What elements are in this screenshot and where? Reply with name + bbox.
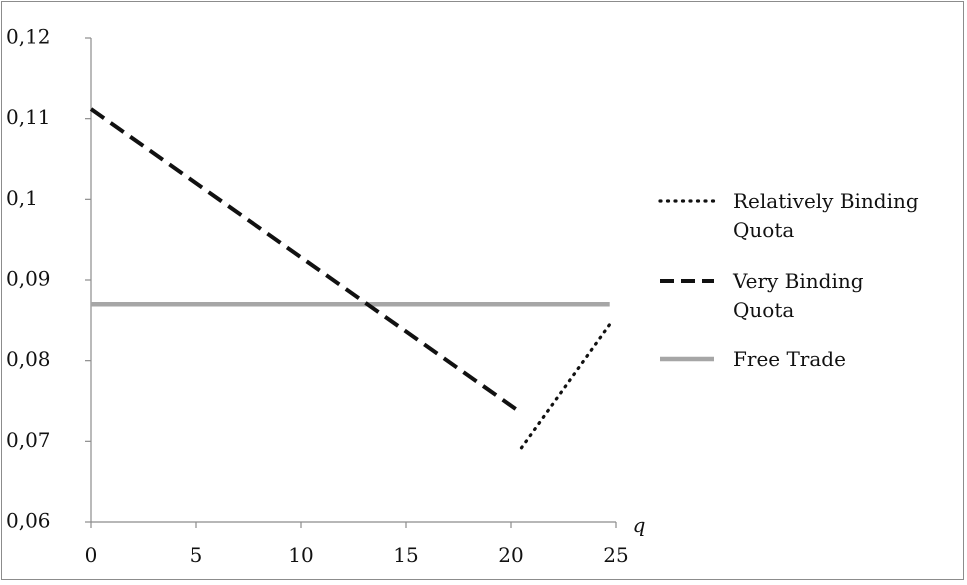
series-relatively-binding-quota [519,322,612,450]
y-tick-label: 0,07 [6,428,51,452]
x-tick-label: 0 [85,543,98,567]
x-tick-label: 15 [393,543,418,567]
legend-label: Free Trade [733,347,846,371]
x-tick-label: 25 [603,543,628,567]
legend-label: Relatively Binding [733,189,919,213]
series-very-binding-quota [89,107,523,415]
axes: 0,06 0,07 0,08 0,09 0,1 0,11 0,12 0 5 10 15 20 25q [6,25,645,568]
x-tick-label: 10 [288,543,313,567]
x-axis-title: q [633,513,646,537]
y-tick-label: 0,1 [6,186,38,210]
series-group [89,107,612,450]
y-tick-label: 0,11 [6,105,51,129]
y-tick-label: 0,12 [6,25,51,49]
legend-label: Quota [733,218,794,242]
y-tick-label: 0,09 [6,267,51,291]
y-tick-label: 0,08 [6,347,51,371]
legend: Relatively Binding Quota Very Binding Quota… [658,189,919,371]
legend-label: Quota [733,298,794,322]
legend-label: Very Binding [732,269,864,293]
x-tick-label: 5 [190,543,203,567]
y-tick-label: 0,06 [6,509,51,533]
x-tick-label: 20 [498,543,523,567]
